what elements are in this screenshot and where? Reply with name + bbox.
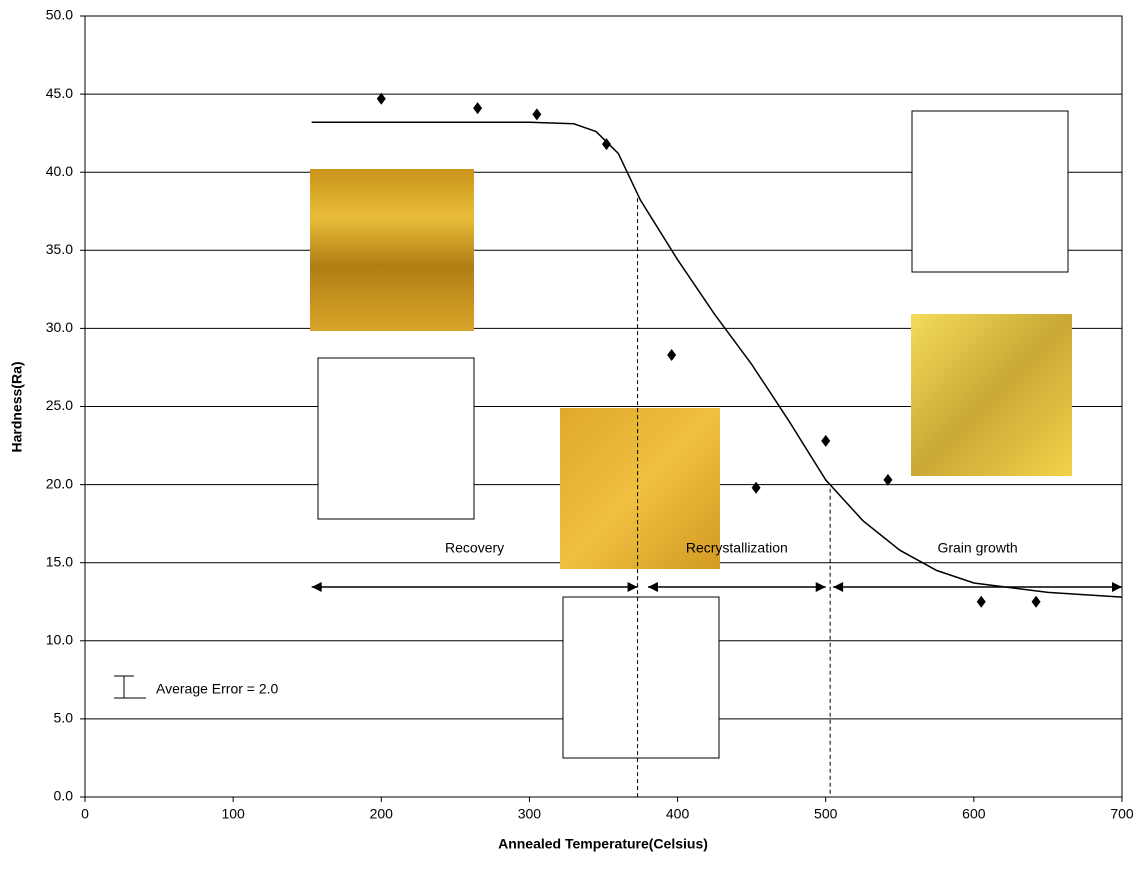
data-point <box>1031 595 1041 608</box>
data-point <box>473 102 483 115</box>
x-axis-title: Annealed Temperature(Celsius) <box>498 836 708 852</box>
arrow-head <box>311 582 322 592</box>
micrograph <box>911 314 1072 476</box>
y-tick-label: 10.0 <box>46 632 73 648</box>
arrow-head <box>647 582 658 592</box>
fit-curve <box>311 121 1123 598</box>
data-point <box>667 348 677 361</box>
x-tick-label: 700 <box>1110 806 1134 822</box>
x-tick-label: 100 <box>221 806 245 822</box>
y-tick-label: 30.0 <box>46 319 73 335</box>
arrow-head <box>833 582 844 592</box>
phase-label: Recovery <box>445 540 504 556</box>
y-axis-title: Hardness(Ra) <box>9 361 25 452</box>
error-legend: Average Error = 2.0 <box>114 675 279 699</box>
data-point <box>376 92 386 105</box>
phase-label: Grain growth <box>937 540 1017 556</box>
y-tick-label: 20.0 <box>46 475 73 491</box>
x-tick-label: 0 <box>81 806 89 822</box>
y-tick-label: 35.0 <box>46 241 73 257</box>
x-tick-label: 300 <box>518 806 542 822</box>
y-tick-label: 40.0 <box>46 163 73 179</box>
y-tick-label: 25.0 <box>46 397 73 413</box>
error-note: Average Error = 2.0 <box>156 681 279 697</box>
micrograph <box>560 408 720 569</box>
arrow-head <box>815 582 826 592</box>
y-tick-label: 50.0 <box>46 7 73 23</box>
y-tick-label: 0.0 <box>54 788 74 804</box>
data-point <box>883 473 893 486</box>
blank-box <box>911 110 1069 273</box>
x-tick-label: 200 <box>370 806 394 822</box>
arrow-head <box>627 582 638 592</box>
data-point <box>601 138 611 151</box>
y-tick-label: 5.0 <box>54 710 74 726</box>
micrograph <box>310 169 474 331</box>
x-tick-label: 600 <box>962 806 986 822</box>
data-point <box>821 434 831 447</box>
data-point <box>751 481 761 494</box>
blank-box <box>317 357 475 520</box>
x-tick-label: 400 <box>666 806 690 822</box>
y-tick-label: 15.0 <box>46 553 73 569</box>
data-point <box>976 595 986 608</box>
data-point <box>532 108 542 121</box>
y-tick-label: 45.0 <box>46 85 73 101</box>
blank-box <box>562 596 720 759</box>
phase-label: Recrystallization <box>686 540 788 556</box>
x-tick-label: 500 <box>814 806 838 822</box>
arrow-head <box>1112 582 1122 592</box>
